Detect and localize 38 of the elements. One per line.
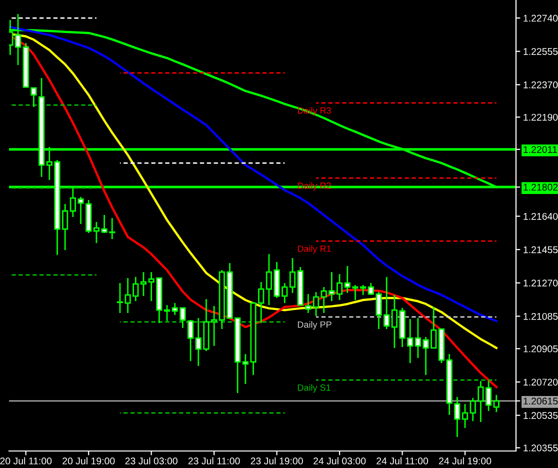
candlestick — [305, 293, 312, 314]
candlestick — [188, 319, 194, 362]
y-tick-label: 1.20720 — [524, 378, 558, 386]
series-label: Daily S1 — [298, 384, 330, 393]
candlestick — [266, 253, 272, 306]
y-tick-label: 1.21640 — [524, 212, 558, 220]
candlestick — [116, 282, 124, 314]
x-tick-label: 23 Jul 11:00 — [188, 457, 240, 464]
candlestick — [164, 304, 170, 322]
x-tick-label: 20 Jul 19:00 — [62, 457, 115, 464]
y-tick-label: 1.22555 — [524, 48, 558, 55]
x-tick-label: 20 Jul 11:00 — [0, 457, 52, 464]
y-tick-label: 1.20355 — [524, 444, 558, 452]
y-tick-label: 1.22370 — [524, 81, 558, 88]
y-tick-label: 1.21455 — [524, 246, 558, 254]
candlestick — [312, 291, 320, 317]
y-tick-label: 1.21802 — [524, 184, 558, 191]
y-tick-label: 1.22190 — [524, 114, 558, 121]
y-tick-label: 1.20535 — [524, 412, 558, 419]
x-tick-label: 24 Jul 19:00 — [439, 457, 492, 464]
y-tick-label: 1.21270 — [524, 280, 558, 287]
candlestick — [462, 403, 468, 429]
x-tick-label: 24 Jul 03:00 — [314, 457, 366, 464]
x-tick-label: 24 Jul 11:00 — [376, 457, 428, 464]
x-tick-label: 23 Jul 19:00 — [250, 457, 303, 464]
y-tick-label: 1.20615 — [524, 398, 558, 405]
y-tick-label: 1.21085 — [524, 312, 558, 320]
y-tick-label: 1.20905 — [524, 345, 558, 352]
y-tick-label: 1.22740 — [524, 14, 558, 22]
candlestick — [289, 257, 296, 294]
series-label: Daily R2 — [298, 182, 331, 191]
candlestick — [414, 317, 422, 359]
series-label: Daily R1 — [298, 245, 331, 254]
x-tick-label: 23 Jul 03:00 — [125, 457, 178, 464]
candlestick — [140, 271, 147, 297]
candlestick — [493, 394, 500, 413]
y-tick-label: 1.22011 — [524, 146, 557, 153]
series-label: Daily PP — [298, 321, 332, 330]
